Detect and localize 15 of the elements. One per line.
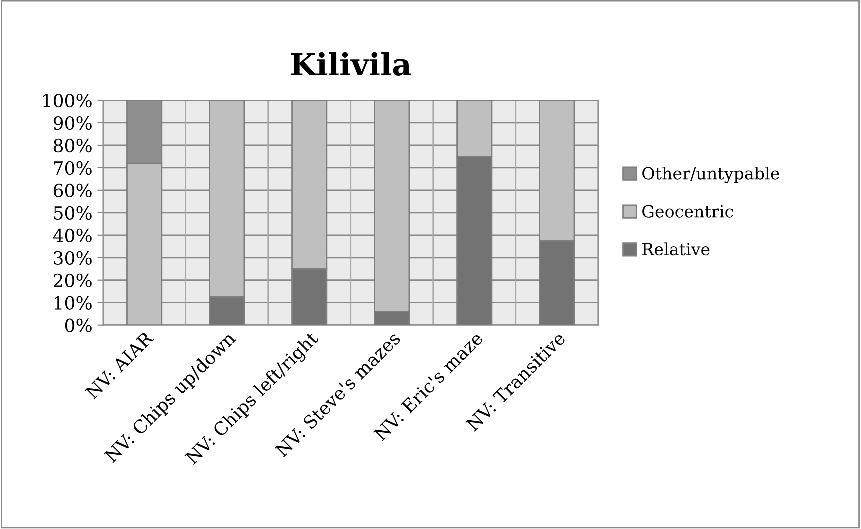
y-tick-label: 100%	[43, 94, 92, 108]
legend-label: Other/untypable	[642, 166, 780, 184]
y-tick-label: 90%	[54, 116, 92, 130]
y-tick-label: 80%	[54, 138, 92, 153]
y-tick-label: 10%	[54, 296, 92, 310]
chart-title: Kilivila	[291, 52, 412, 76]
y-tick-label: 50%	[54, 206, 92, 220]
y-tick-label: 0%	[65, 318, 92, 332]
legend-label: Geocentric	[642, 205, 734, 218]
y-tick-label: 20%	[54, 274, 92, 288]
y-tick-label: 60%	[54, 184, 92, 198]
y-tick-label: 30%	[54, 251, 92, 266]
y-tick-label: 70%	[54, 161, 92, 176]
y-tick-label: 40%	[53, 228, 92, 243]
legend-label: Relative	[642, 242, 710, 256]
